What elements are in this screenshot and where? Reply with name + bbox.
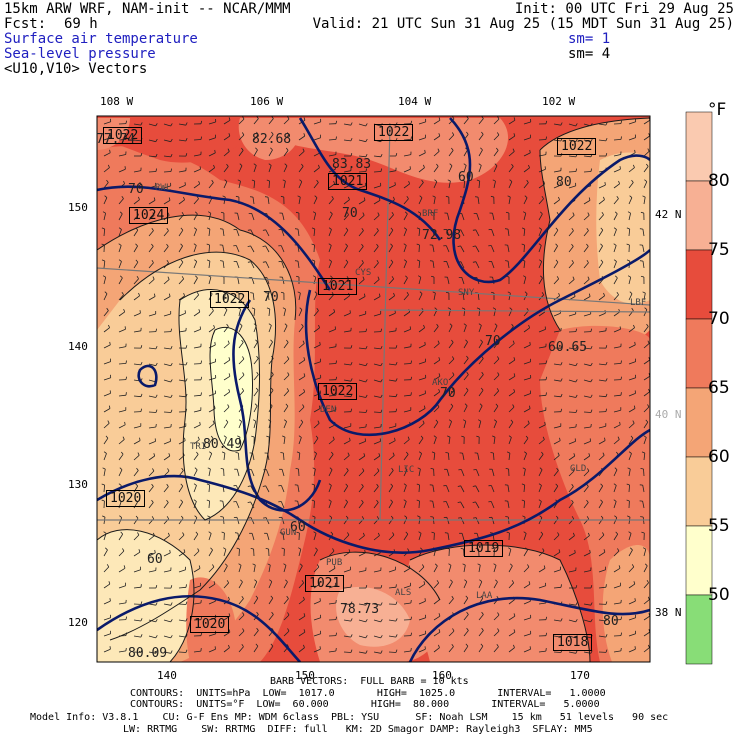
colorbar-label: 55 bbox=[708, 516, 730, 536]
isotherm-label: 70 bbox=[342, 206, 358, 221]
isotherm-label: 80 bbox=[603, 614, 619, 629]
plot-frame bbox=[96, 115, 651, 663]
station-label: LAA bbox=[476, 591, 493, 601]
isotherm-label: 82.68 bbox=[252, 132, 292, 147]
station-label: RWL bbox=[155, 183, 172, 193]
station-label: PUB bbox=[326, 558, 343, 568]
colorbar-label: 80 bbox=[708, 171, 730, 191]
station-label: LBF bbox=[630, 298, 647, 308]
isotherm-label: 80.09 bbox=[128, 646, 168, 661]
valid-time: Valid: 21 UTC Sun 31 Aug 25 (15 MDT Sun … bbox=[312, 16, 734, 32]
station-label: TRI bbox=[190, 442, 207, 452]
station-label: CYS bbox=[355, 268, 372, 278]
lon-label: 108 W bbox=[100, 95, 134, 108]
isobar-label: 1019 bbox=[464, 540, 504, 557]
station-label: LIC bbox=[398, 465, 415, 475]
station-label: DEN bbox=[320, 405, 337, 415]
wind-barbs bbox=[101, 116, 650, 654]
isotherm-label: 60 bbox=[290, 520, 306, 535]
field-2-smoothing: sm= 4 bbox=[568, 46, 611, 62]
grid-y-label: 150 bbox=[68, 201, 88, 214]
grid-y-label: 120 bbox=[68, 616, 88, 629]
station-label: GUN bbox=[280, 528, 297, 538]
lon-label: 106 W bbox=[250, 95, 284, 108]
field-1-smoothing: sm= 1 bbox=[568, 31, 611, 47]
isobar-label: 1018 bbox=[553, 634, 593, 651]
model-info-physics: LW: RRTMG SW: RRTMG DIFF: full KM: 2D Sm… bbox=[123, 724, 593, 735]
colorbar-unit: °F bbox=[708, 100, 727, 120]
isobar-label: 1022 bbox=[557, 138, 597, 155]
temperature-field bbox=[97, 116, 650, 662]
station-label: GLD bbox=[570, 464, 587, 474]
field-1-name: Surface air temperature bbox=[4, 31, 198, 47]
isotherm-label: 60 bbox=[147, 552, 163, 567]
temperature-contour-info: CONTOURS: UNITS=°F LOW= 60.000 HIGH= 80.… bbox=[130, 699, 600, 710]
isobar-label: 1020 bbox=[106, 490, 146, 507]
isotherm-label: 80.49 bbox=[203, 437, 243, 452]
lon-label: 102 W bbox=[542, 95, 576, 108]
colorbar-label: 50 bbox=[708, 585, 730, 605]
colorbar-label: 70 bbox=[708, 309, 730, 329]
isobar-label: 1022 bbox=[318, 383, 358, 400]
isotherm-label: 70 bbox=[263, 290, 279, 305]
forecast-label: Fcst: bbox=[4, 16, 47, 32]
grid-x-label: 170 bbox=[570, 669, 590, 682]
isobar-label: 1021 bbox=[328, 173, 368, 190]
isotherm-label: 70 bbox=[440, 386, 456, 401]
isobar-label: 1022 bbox=[210, 291, 250, 308]
lat-label: 42 N bbox=[655, 208, 682, 221]
grid-x-label: 160 bbox=[432, 669, 452, 682]
lat-label: 38 N bbox=[655, 606, 682, 619]
isotherm-label: 83.83 bbox=[332, 157, 372, 172]
station-label: SNY bbox=[458, 288, 475, 298]
model-title: 15km ARW WRF, NAM-init -- NCAR/MMM bbox=[4, 1, 291, 17]
station-label: BRF bbox=[422, 209, 439, 219]
barb-legend: BARB VECTORS: FULL BARB = 10 kts bbox=[270, 676, 469, 687]
isotherm-label: 60 bbox=[458, 170, 474, 185]
grid-y-label: 130 bbox=[68, 478, 88, 491]
isobar-label: 1022 bbox=[374, 124, 414, 141]
colorbar-label: 60 bbox=[708, 447, 730, 467]
colorbar-label: 65 bbox=[708, 378, 730, 398]
station-label: ALS bbox=[395, 588, 412, 598]
isobar-label: 1024 bbox=[129, 207, 169, 224]
isotherm-label: 72.98 bbox=[422, 228, 462, 243]
forecast-hour: 69 h bbox=[64, 16, 98, 32]
grid-x-label: 140 bbox=[157, 669, 177, 682]
state-boundaries bbox=[97, 124, 650, 521]
isotherm-label: 70 bbox=[485, 334, 501, 349]
station-label: AKO bbox=[432, 378, 449, 388]
isotherm-label: 78.73 bbox=[340, 602, 380, 617]
isotherm-label: 80 bbox=[556, 175, 572, 190]
grid-x-label: 150 bbox=[295, 669, 315, 682]
field-2-name: Sea-level pressure bbox=[4, 46, 156, 62]
init-time: Init: 00 UTC Fri 29 Aug 25 bbox=[514, 1, 734, 17]
isobar-label: 1021 bbox=[305, 575, 345, 592]
isotherm-label: 70 bbox=[128, 182, 144, 197]
field-3-name: <U10,V10> Vectors bbox=[4, 61, 148, 77]
isobar-label: 1020 bbox=[190, 616, 230, 633]
isotherm-label: 60.65 bbox=[548, 340, 588, 355]
isobar-label: 1021 bbox=[318, 278, 358, 295]
colorbar bbox=[685, 111, 713, 665]
isotherm-label: 77.74 bbox=[96, 132, 136, 147]
grid-y-label: 140 bbox=[68, 340, 88, 353]
lon-label: 104 W bbox=[398, 95, 432, 108]
lat-label: 40 N bbox=[655, 408, 682, 421]
colorbar-label: 75 bbox=[708, 240, 730, 260]
isobar-label: 1022 bbox=[103, 127, 143, 144]
model-info: Model Info: V3.8.1 CU: G-F Ens MP: WDM 6… bbox=[30, 712, 669, 723]
pressure-contour-info: CONTOURS: UNITS=hPa LOW= 1017.0 HIGH= 10… bbox=[130, 688, 606, 699]
